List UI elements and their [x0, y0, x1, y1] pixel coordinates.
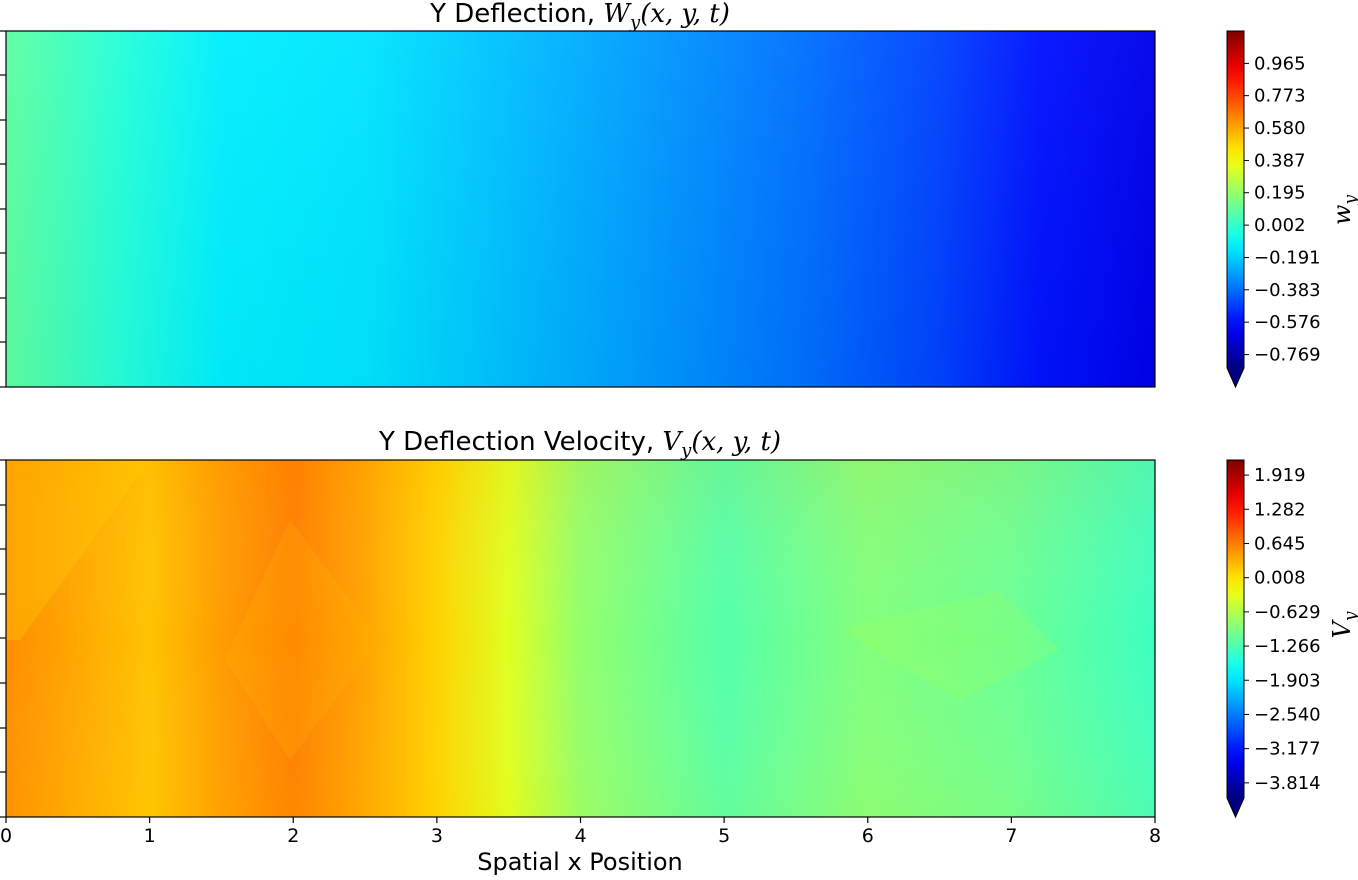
deflection-colorbar: 0.965 0.773 0.580 0.387 0.195 0.002 −0.191 −0.3… [1226, 30, 1358, 389]
velocity-colorbar-extend-triangle [1227, 798, 1244, 817]
velocity-heatmap-patches [6, 460, 1060, 760]
x-tick-label: 2 [287, 825, 299, 847]
colorbar-tick-label: −0.769 [1254, 345, 1321, 366]
velocity-heatmap-shading [6, 460, 1155, 817]
velocity-title: Y Deflection Velocity, Vy(x, y, t) [378, 427, 781, 461]
colorbar-tick-label: 0.645 [1254, 533, 1306, 554]
velocity-colorbar-outline [1226, 459, 1245, 819]
colorbar-tick-label: 0.002 [1254, 215, 1306, 236]
velocity-y-ticks [0, 459, 6, 818]
colorbar-tick-label: 0.580 [1254, 118, 1306, 139]
x-axis-label: Spatial x Position [477, 848, 683, 876]
colorbar-tick-label: −1.266 [1254, 636, 1321, 657]
x-tick-label: 0 [0, 825, 12, 847]
deflection-y-ticks [0, 30, 6, 388]
deflection-subplot: Y Deflection, Wy(x, y, t) 0.965 0.773 0.58… [0, 0, 1358, 389]
x-tick-label: 4 [574, 825, 586, 847]
deflection-colorbar-label: wy [1328, 195, 1358, 226]
velocity-colorbar: 1.919 1.282 0.645 0.008 −0.629 −1.266 −1.903 −2… [1226, 459, 1358, 819]
x-tick-label: 5 [718, 825, 730, 847]
velocity-colorbar-label: Vy [1328, 611, 1358, 638]
x-tick-label: 7 [1005, 825, 1017, 847]
colorbar-tick-label: 1.282 [1254, 499, 1306, 520]
velocity-subplot: Y Deflection Velocity, Vy(x, y, t) 0 1 2 3 4… [0, 427, 1358, 876]
colorbar-tick-label: 1.919 [1254, 465, 1306, 486]
colorbar-tick-label: −2.540 [1254, 704, 1321, 725]
velocity-x-ticks: 0 1 2 3 4 5 6 7 8 [0, 817, 1161, 847]
deflection-colorbar-gradient [1227, 31, 1244, 368]
colorbar-tick-label: −0.629 [1254, 602, 1321, 623]
colorbar-tick-label: 0.387 [1254, 150, 1306, 171]
colorbar-tick-label: 0.008 [1254, 568, 1306, 589]
velocity-colorbar-gradient [1227, 460, 1244, 798]
x-tick-label: 8 [1149, 825, 1161, 847]
deflection-colorbar-outline [1226, 30, 1245, 389]
colorbar-tick-label: 0.195 [1254, 183, 1306, 204]
deflection-colorbar-ticks: 0.965 0.773 0.580 0.387 0.195 0.002 −0.191 −0.3… [1244, 53, 1321, 366]
x-tick-label: 3 [431, 825, 443, 847]
x-tick-label: 1 [144, 825, 156, 847]
colorbar-tick-label: −1.903 [1254, 670, 1321, 691]
colorbar-tick-label: −3.177 [1254, 739, 1321, 760]
x-tick-label: 6 [862, 825, 874, 847]
deflection-colorbar-extend-triangle [1227, 368, 1244, 387]
colorbar-tick-label: 0.773 [1254, 86, 1306, 107]
colorbar-tick-label: −0.383 [1254, 280, 1321, 301]
colorbar-tick-label: −0.191 [1254, 248, 1321, 269]
colorbar-tick-label: −0.576 [1254, 312, 1321, 333]
colorbar-tick-label: 0.965 [1254, 53, 1306, 74]
velocity-colorbar-ticks: 1.919 1.282 0.645 0.008 −0.629 −1.266 −1.903 −2… [1244, 465, 1321, 794]
deflection-title: Y Deflection, Wy(x, y, t) [429, 0, 730, 33]
colorbar-tick-label: −3.814 [1254, 773, 1321, 794]
deflection-heatmap-shading [6, 31, 1155, 387]
